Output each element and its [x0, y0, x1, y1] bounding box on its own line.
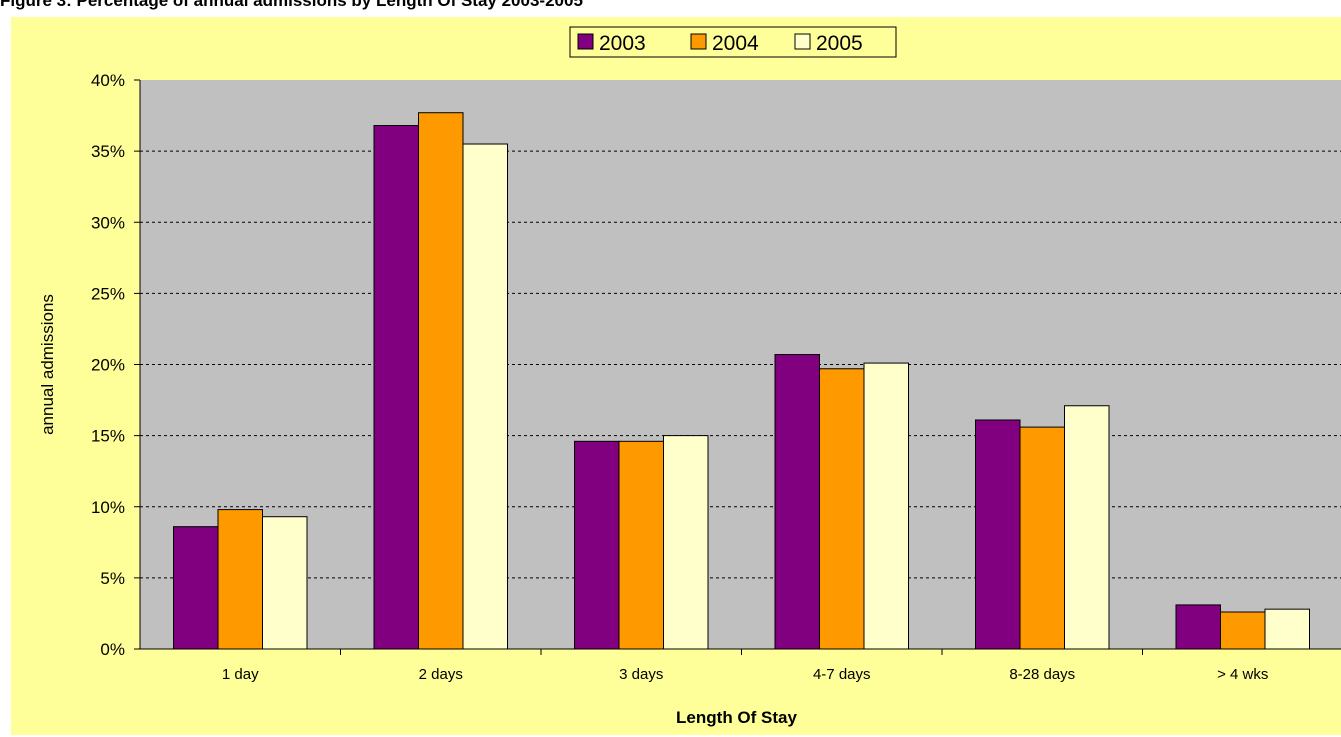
legend-label-2004: 2004 — [712, 32, 759, 55]
legend-label-2005: 2005 — [816, 32, 863, 55]
bar-2003-1 — [373, 125, 419, 650]
bar-2004-5 — [1220, 611, 1266, 650]
y-tick-label: 30% — [91, 213, 125, 232]
bar-2005-5 — [1264, 608, 1310, 650]
y-tick-label: 20% — [91, 356, 125, 375]
y-tick-label: 0% — [100, 640, 125, 659]
y-tick-label: 5% — [100, 569, 125, 588]
bar-2005-1 — [462, 143, 508, 650]
x-tick-label: 8-28 days — [1009, 666, 1075, 683]
y-tick-label: 25% — [91, 284, 125, 303]
y-axis-title: annual admissions — [38, 294, 57, 435]
x-tick-label: 1 day — [222, 666, 259, 683]
y-tick-label: 35% — [91, 142, 125, 161]
bar-2005-0 — [262, 516, 308, 650]
legend-label-2003: 2003 — [599, 32, 646, 55]
bar-2003-0 — [173, 526, 219, 650]
x-tick-label: 3 days — [619, 666, 663, 683]
x-tick-label: > 4 wks — [1217, 666, 1268, 683]
bar-2004-0 — [217, 509, 263, 650]
y-tick-label: 15% — [91, 427, 125, 446]
bar-2003-4 — [975, 419, 1021, 650]
bar-2003-5 — [1175, 604, 1221, 650]
legend-swatch-2005 — [794, 33, 811, 50]
bar-2003-3 — [774, 354, 820, 650]
x-tick-label: 4-7 days — [813, 666, 871, 683]
bar-2004-3 — [819, 368, 865, 650]
legend-box — [569, 26, 897, 58]
bar-2005-4 — [1064, 405, 1110, 650]
bar-2005-3 — [863, 362, 909, 650]
y-tick-label: 10% — [91, 498, 125, 517]
figure-title: Figure 3: Percentage of annual admission… — [0, 0, 583, 10]
y-tick-label: 40% — [91, 71, 125, 90]
x-tick-label: 2 days — [419, 666, 463, 683]
legend-swatch-2003 — [577, 33, 594, 50]
x-axis-title: Length Of Stay — [676, 708, 797, 727]
bar-2004-4 — [1019, 426, 1065, 650]
bar-2004-1 — [418, 112, 464, 650]
bar-2005-2 — [663, 435, 709, 650]
bar-2004-2 — [618, 440, 664, 650]
bar-2003-2 — [574, 440, 620, 650]
legend-swatch-2004 — [690, 33, 707, 50]
